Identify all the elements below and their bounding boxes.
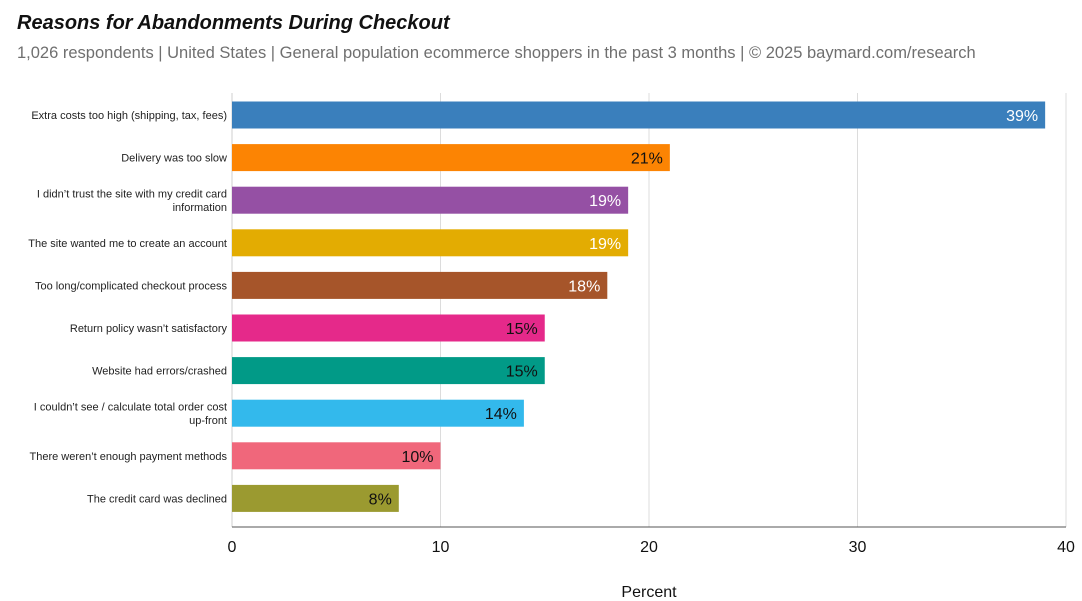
category-label: The credit card was declined [87,493,227,505]
x-tick-label: 40 [1057,539,1075,556]
value-label: 10% [401,449,433,466]
category-label: Too long/complicated checkout process [35,280,227,292]
bar [232,442,441,470]
bar [232,314,545,342]
bars [232,101,1046,512]
bar [232,186,629,214]
category-label: Return policy wasn’t satisfactory [70,323,228,335]
x-axis-label: Percent [621,584,677,601]
x-tick-labels: 0 10 20 30 40 [228,539,1075,556]
category-label: up-front [189,415,227,427]
chart-title: Reasons for Abandonments During Checkout [17,12,450,34]
x-tick-label: 20 [640,539,658,556]
value-label: 8% [369,491,392,508]
value-label: 21% [631,151,663,168]
value-label: 18% [568,278,600,295]
category-label: Website had errors/crashed [92,366,227,378]
x-tick-label: 30 [849,539,867,556]
bar [232,229,629,257]
category-label: information [173,202,227,214]
value-label: 15% [506,364,538,381]
value-labels: 39% 21% 19% 19% 18% 15% 15% 14% 10% 8% [369,108,1038,508]
category-label: There weren’t enough payment methods [29,451,227,463]
category-label: I didn’t trust the site with my credit c… [37,188,227,200]
bar [232,271,608,299]
category-label: I couldn’t see / calculate total order c… [34,401,227,413]
bar [232,399,524,427]
x-tick-label: 0 [228,539,237,556]
bar [232,101,1046,129]
value-label: 15% [506,321,538,338]
value-label: 39% [1006,108,1038,125]
category-label: Delivery was too slow [121,153,227,165]
value-label: 19% [589,236,621,253]
category-label: Extra costs too high (shipping, tax, fee… [31,110,227,122]
value-label: 19% [589,193,621,210]
value-label: 14% [485,406,517,423]
bar [232,144,670,172]
x-tick-label: 10 [432,539,450,556]
bar [232,357,545,385]
category-labels: Extra costs too high (shipping, tax, fee… [28,110,227,505]
chart-subtitle: 1,026 respondents | United States | Gene… [17,44,976,62]
bar [232,484,399,512]
category-label: The site wanted me to create an account [28,238,227,250]
